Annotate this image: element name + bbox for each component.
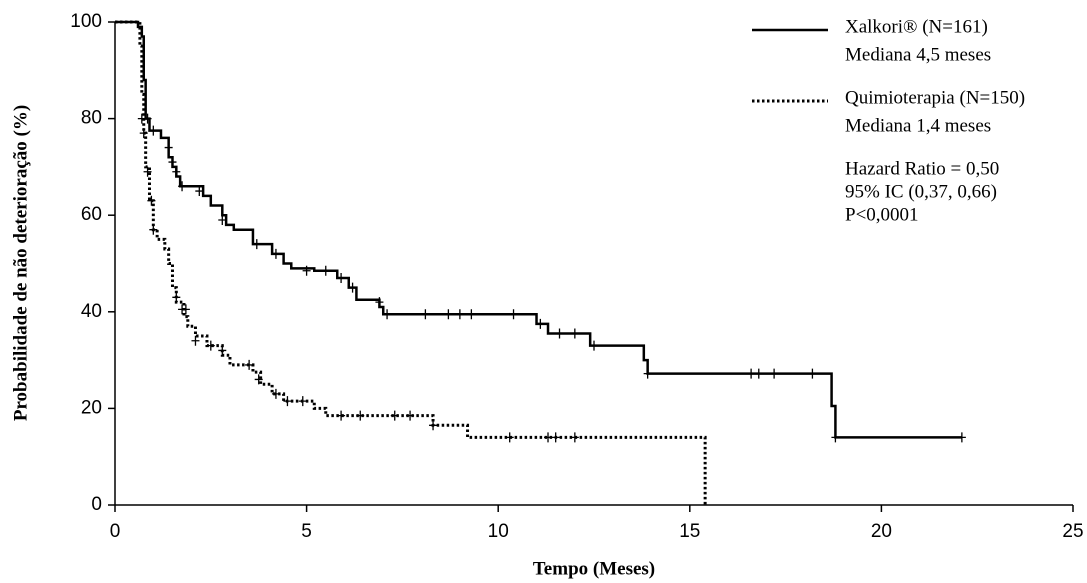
censor-mark (505, 432, 514, 443)
censor-mark (383, 309, 392, 320)
censor-mark (957, 432, 966, 443)
censor-mark (406, 410, 415, 421)
y-axis-title: Probabilidade de não deterioração (%) (10, 105, 31, 421)
censor-mark (444, 309, 453, 320)
censor-mark (149, 224, 158, 235)
censor-mark (337, 272, 346, 283)
censor-mark (191, 335, 200, 346)
censor-mark (570, 328, 579, 339)
censor-mark (390, 410, 399, 421)
censor-mark (337, 410, 346, 421)
censor-mark (348, 282, 357, 293)
censor-mark (509, 309, 518, 320)
y-tick-label: 20 (81, 397, 102, 418)
censor-mark (536, 318, 545, 329)
censor-mark (283, 396, 292, 407)
y-tick-label: 40 (81, 301, 102, 322)
legend-median: Mediana 1,4 meses (845, 115, 991, 136)
censor-mark (551, 432, 560, 443)
censor-mark (181, 304, 190, 315)
censor-mark (149, 125, 158, 136)
y-tick-label: 60 (81, 204, 102, 225)
censor-mark (271, 388, 280, 399)
annotation: P<0,0001 (845, 204, 919, 225)
censor-mark (467, 309, 476, 320)
censor-mark (168, 157, 177, 168)
x-tick-label: 0 (110, 521, 121, 542)
censor-mark (271, 248, 280, 259)
x-tick-label: 25 (1062, 521, 1083, 542)
censor-mark (147, 195, 156, 206)
censor-mark (421, 309, 430, 320)
x-tick-label: 20 (871, 521, 892, 542)
censor-mark (254, 374, 263, 385)
censor-mark (831, 432, 840, 443)
x-tick-label: 15 (679, 521, 700, 542)
censor-mark (172, 292, 181, 303)
censor-mark (321, 265, 330, 276)
censor-mark (218, 215, 227, 226)
annotation: 95% IC (0,37, 0,66) (845, 181, 997, 202)
censor-mark (172, 166, 181, 177)
censor-mark (544, 432, 553, 443)
censor-mark (429, 420, 438, 431)
censor-mark (302, 265, 311, 276)
censor-mark (356, 410, 365, 421)
censor-mark (555, 328, 564, 339)
legend-label: Xalkori® (N=161) (845, 16, 988, 37)
censor-mark (570, 432, 579, 443)
x-tick-label: 5 (301, 521, 312, 542)
censor-mark (139, 128, 148, 139)
survival-curve (115, 20, 962, 439)
legend-label: Quimioterapia (N=150) (845, 87, 1025, 108)
censor-mark (252, 239, 261, 250)
censor-mark (245, 359, 254, 370)
y-tick-label: 0 (91, 494, 102, 515)
x-axis-title: Tempo (Meses) (533, 558, 655, 579)
censor-mark (164, 142, 173, 153)
censor-mark (143, 166, 152, 177)
censor-mark (375, 297, 384, 308)
censor-mark (643, 368, 652, 379)
censor-mark (206, 340, 215, 351)
censor-mark (137, 113, 146, 124)
censor-mark (590, 340, 598, 351)
legend-median: Mediana 4,5 meses (845, 44, 991, 65)
censor-mark (770, 368, 779, 379)
survival-curve (115, 20, 707, 505)
censor-mark (218, 345, 227, 356)
censor-mark (195, 186, 204, 197)
censor-mark (298, 396, 307, 407)
y-tick-label: 100 (70, 11, 102, 32)
censor-mark (178, 181, 187, 192)
y-tick-label: 80 (81, 108, 102, 129)
censor-mark (455, 309, 464, 320)
x-tick-label: 10 (488, 521, 509, 542)
annotation: Hazard Ratio = 0,50 (845, 158, 999, 179)
censor-mark (754, 368, 763, 379)
censor-mark (808, 368, 817, 379)
censor-mark (747, 368, 756, 379)
